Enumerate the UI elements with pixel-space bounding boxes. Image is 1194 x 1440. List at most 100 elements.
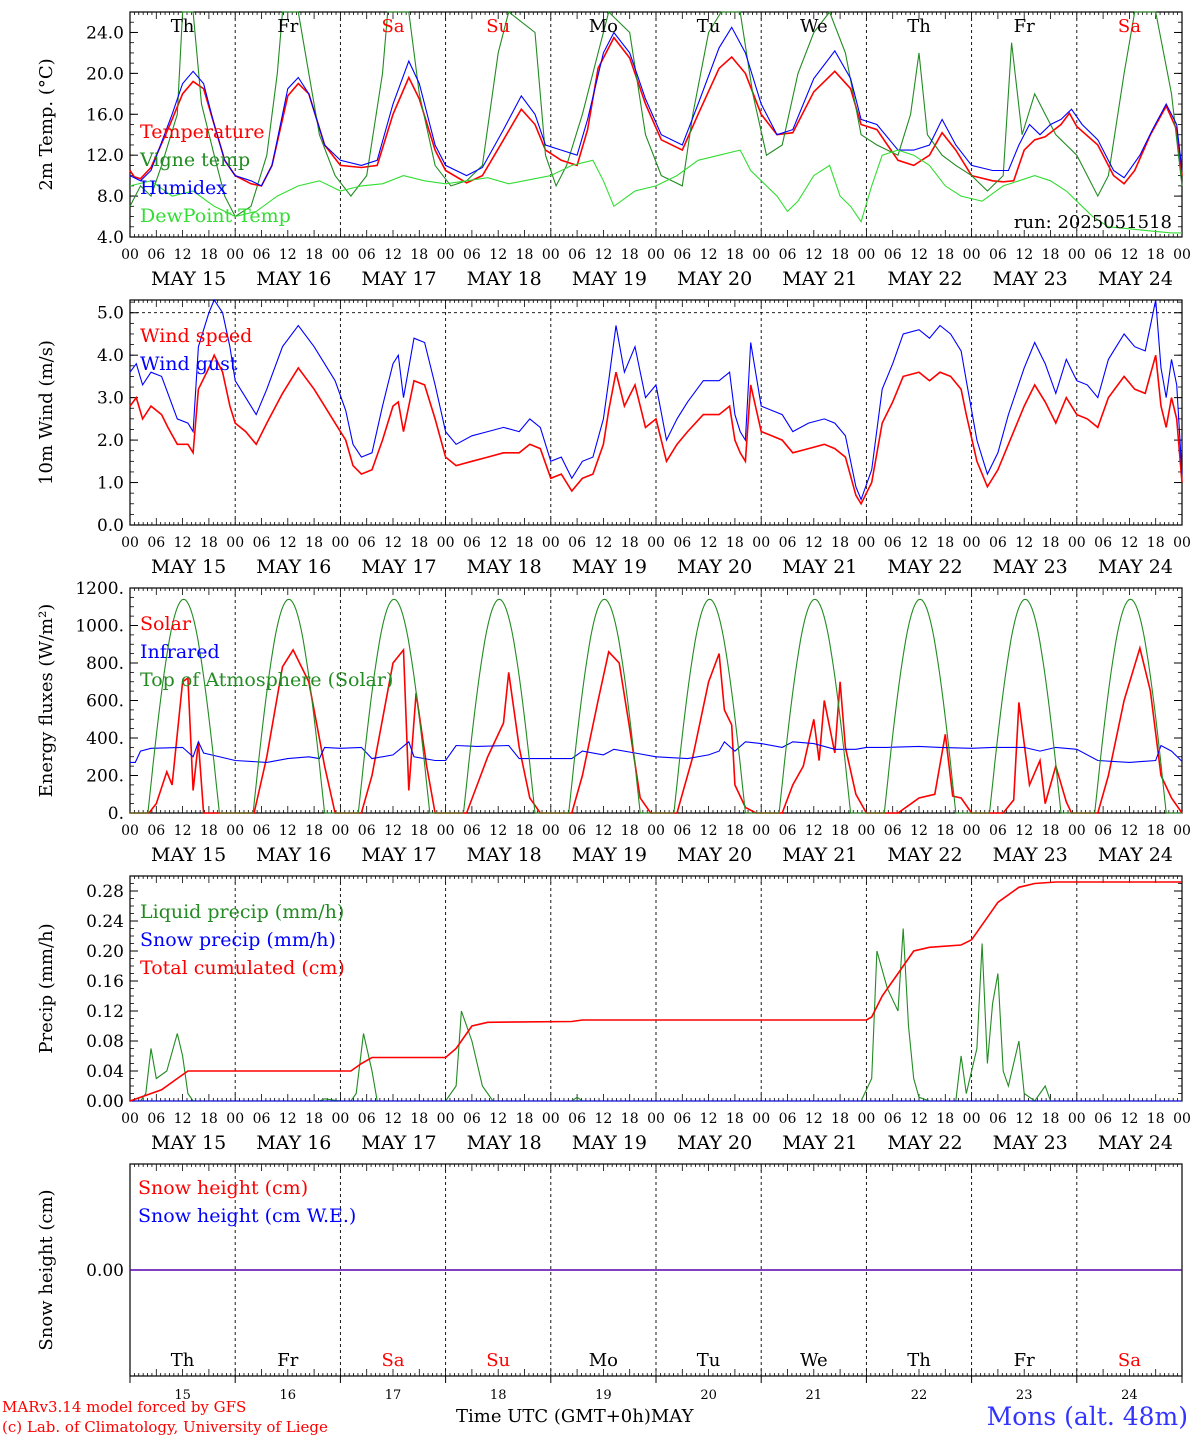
series-line-infrared	[130, 740, 1183, 763]
hour-tick-label: 00	[752, 1111, 770, 1127]
hour-tick-label: 18	[410, 247, 428, 263]
weekday-label: Th	[171, 1350, 195, 1371]
hour-tick-label: 12	[1015, 1111, 1033, 1127]
x-axis-title: Time UTC (GMT+0h)MAY	[456, 1406, 693, 1427]
legend-solar: Solar	[140, 613, 192, 635]
y-tick-label: 0.20	[86, 942, 124, 962]
hour-tick-label: 12	[700, 1111, 718, 1127]
hour-tick-label: 18	[726, 247, 744, 263]
hour-tick-label: 06	[147, 535, 165, 551]
hour-tick-label: 06	[1094, 823, 1112, 839]
date-label: MAY 20	[677, 268, 752, 290]
y-tick-label: 20.0	[86, 64, 124, 84]
hour-tick-label: 06	[253, 1111, 271, 1127]
weekday-label: Mo	[589, 1350, 618, 1371]
weekday-label: Su	[486, 16, 510, 37]
hour-tick-label: 06	[884, 1111, 902, 1127]
hour-tick-label: 12	[174, 1111, 192, 1127]
panel-1: 4.0 8.0 12.0 16.0 20.0 24.0 2m Temp. (°C) Tempe…	[36, 10, 1191, 290]
y-tick-label: 4.0	[97, 346, 124, 366]
weekday-label: Th	[907, 1350, 931, 1371]
weekday-label: Sa	[1118, 1350, 1141, 1371]
legend-humidex: Humidex	[140, 177, 227, 199]
hour-tick-label: 00	[963, 247, 981, 263]
series-line-total-cumulated-cm-	[129, 881, 1182, 1102]
hour-tick-label: 12	[174, 823, 192, 839]
date-label: MAY 15	[151, 844, 226, 866]
date-label: MAY 22	[887, 844, 962, 866]
hour-tick-label: 18	[1147, 247, 1165, 263]
series-line-solar	[130, 644, 1183, 814]
hour-tick-label: 06	[463, 247, 481, 263]
hour-tick-label: 00	[647, 247, 665, 263]
series-line-dewpoint-temp	[129, 149, 1182, 234]
plot-frame	[129, 11, 1183, 238]
hour-tick-label: 00	[857, 535, 875, 551]
hour-tick-label: 00	[1173, 247, 1191, 263]
hour-tick-label: 00	[647, 1111, 665, 1127]
series-line-vigne-temp	[129, 10, 1183, 218]
legend-wind-gust: Wind gust	[140, 353, 238, 375]
hour-tick-label: 18	[621, 247, 639, 263]
hour-tick-label: 00	[1068, 823, 1086, 839]
hour-tick-label: 06	[884, 823, 902, 839]
hour-tick-label: 18	[200, 1111, 218, 1127]
day-number-label: 17	[385, 1388, 402, 1403]
hour-tick-label: 12	[805, 1111, 823, 1127]
hour-tick-label: 18	[516, 247, 534, 263]
legend-snow-height-cm-: Snow height (cm)	[138, 1177, 308, 1199]
y-tick-label: 1000.	[75, 617, 124, 637]
hour-tick-label: 00	[437, 1111, 455, 1127]
hour-tick-label: 12	[594, 1111, 612, 1127]
date-label: MAY 17	[361, 844, 436, 866]
hour-tick-label: 00	[752, 823, 770, 839]
panel-5: 0.00 Snow height (cm) Snow height (cm) Snow…	[36, 1163, 1183, 1403]
weekday-label: Su	[486, 1350, 510, 1371]
date-label: MAY 20	[677, 556, 752, 578]
hour-tick-label: 00	[1068, 535, 1086, 551]
hour-tick-label: 06	[989, 1111, 1007, 1127]
y-axis-label: Precip (mm/h)	[36, 923, 57, 1053]
y-tick-label: 12.0	[86, 146, 124, 166]
date-label: MAY 19	[572, 844, 647, 866]
hour-tick-label: 00	[647, 823, 665, 839]
legend-total-cumulated-cm-: Total cumulated (cm)	[140, 957, 345, 979]
hour-tick-label: 18	[410, 535, 428, 551]
hour-tick-label: 12	[910, 535, 928, 551]
hour-tick-label: 12	[700, 535, 718, 551]
hour-tick-label: 00	[963, 823, 981, 839]
hour-tick-label: 12	[1120, 535, 1138, 551]
date-label: MAY 21	[782, 268, 857, 290]
hour-tick-label: 12	[594, 247, 612, 263]
hour-tick-label: 18	[1147, 535, 1165, 551]
hour-tick-label: 00	[752, 247, 770, 263]
hour-tick-label: 18	[936, 823, 954, 839]
plot-frame	[129, 587, 1183, 814]
plot-frame	[129, 299, 1183, 526]
y-tick-label: 8.0	[97, 187, 124, 207]
date-label: MAY 24	[1098, 268, 1173, 290]
hour-tick-label: 12	[1120, 247, 1138, 263]
hour-tick-label: 06	[358, 823, 376, 839]
hour-tick-label: 00	[1068, 247, 1086, 263]
hour-tick-label: 18	[516, 823, 534, 839]
hour-tick-label: 12	[594, 823, 612, 839]
hour-tick-label: 06	[779, 823, 797, 839]
hour-tick-label: 12	[384, 1111, 402, 1127]
hour-tick-label: 00	[437, 823, 455, 839]
date-label: MAY 18	[467, 844, 542, 866]
hour-tick-label: 00	[857, 247, 875, 263]
date-label: MAY 24	[1098, 844, 1173, 866]
weekday-label: Mo	[589, 16, 618, 37]
hour-tick-label: 18	[516, 535, 534, 551]
hour-tick-label: 12	[174, 247, 192, 263]
y-tick-label: 2.0	[97, 431, 124, 451]
date-label: MAY 16	[256, 268, 331, 290]
legend-infrared: Infrared	[140, 641, 220, 663]
hour-tick-label: 06	[358, 535, 376, 551]
date-label: MAY 24	[1098, 1132, 1173, 1154]
hour-tick-label: 00	[437, 535, 455, 551]
hour-tick-label: 06	[884, 247, 902, 263]
y-axis-label: 2m Temp. (°C)	[36, 58, 57, 190]
hour-tick-label: 12	[279, 247, 297, 263]
